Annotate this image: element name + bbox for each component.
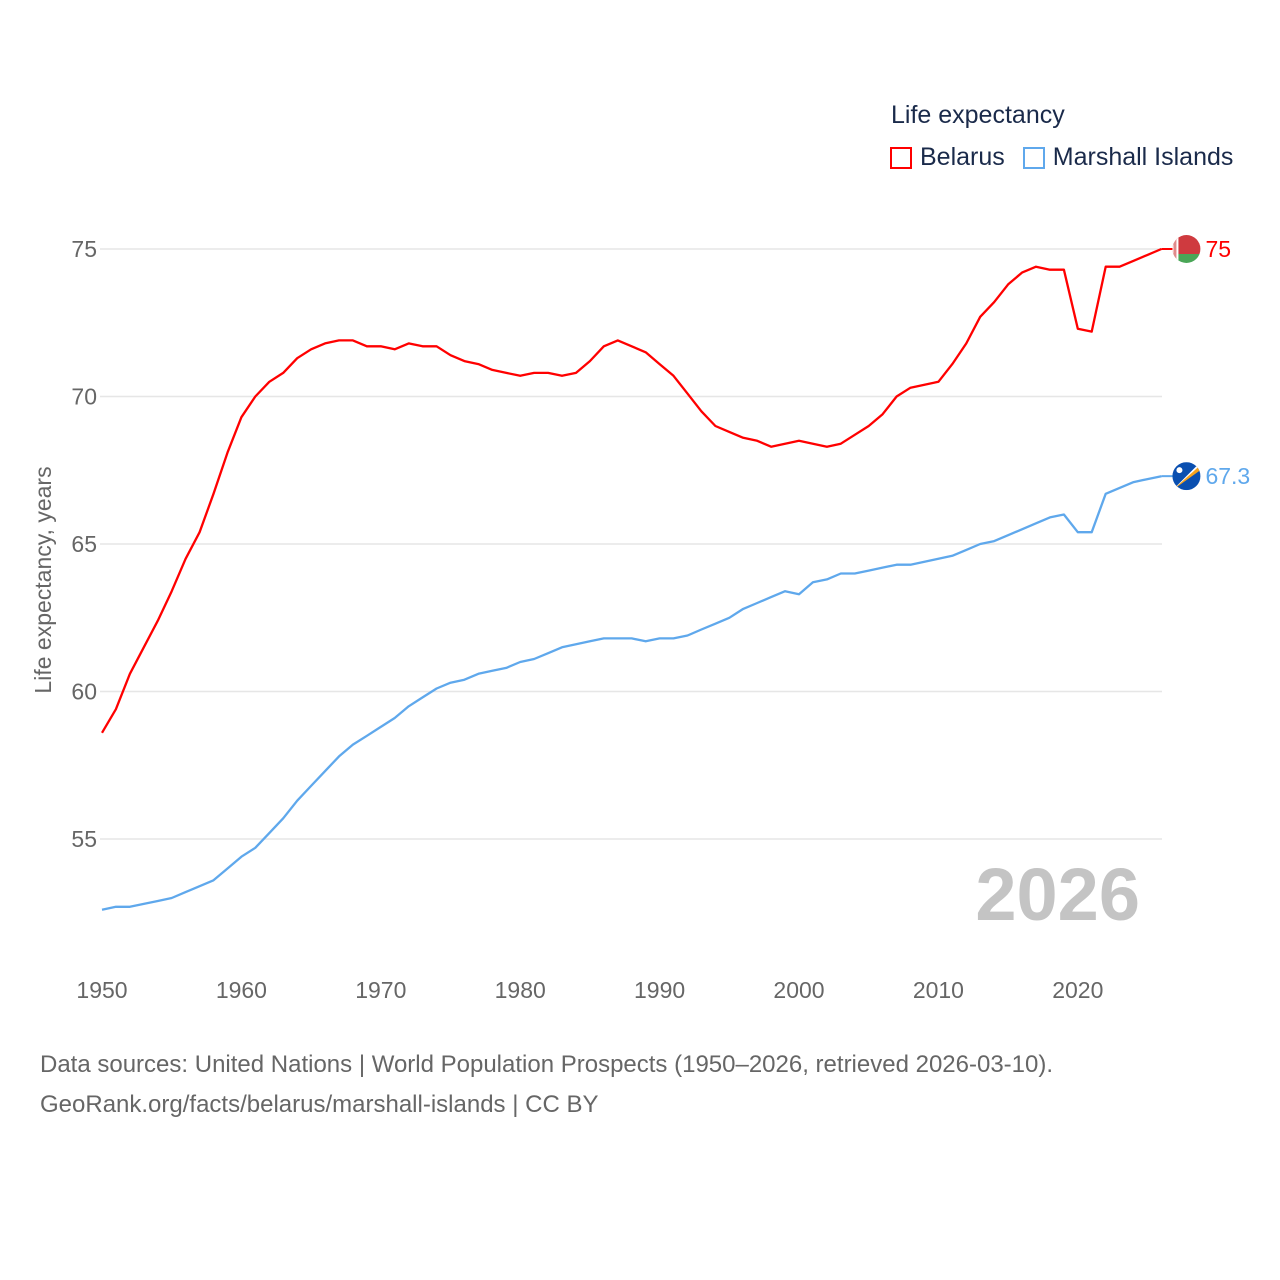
legend-item-marshall-islands[interactable]: Marshall Islands [1022,143,1234,172]
legend-swatch-marshall-islands [1022,146,1045,169]
belarus-flag-icon [1172,235,1201,263]
x-tick-label: 1990 [634,977,685,1003]
x-tick-label: 2000 [773,977,824,1003]
year-label: 2026 [975,853,1140,936]
marshall-islands-flag-icon [1172,462,1201,491]
x-tick-label: 2010 [913,977,964,1003]
series-line-marshall-islands [101,475,1162,911]
y-axis-label: Life expectancy, years [30,466,56,693]
x-tick-label: 2020 [1052,977,1103,1003]
legend-title: Life expectancy [891,101,1065,129]
source-link[interactable]: GeoRank.org/facts/belarus/marshall-islan… [40,1091,599,1118]
end-value-label: 67.3 [1205,463,1250,489]
x-tick-label: 1970 [355,977,406,1003]
legend: Belarus Marshall Islands [890,143,1251,172]
end-value-label: 75 [1205,236,1231,262]
legend-item-belarus[interactable]: Belarus [890,143,1005,172]
y-tick-label: 65 [71,531,97,557]
legend-swatch-belarus [890,146,912,169]
y-tick-label: 55 [71,826,97,852]
legend-label: Marshall Islands [1052,143,1234,171]
x-tick-label: 1980 [495,977,546,1003]
y-tick-label: 70 [71,384,97,410]
x-tick-label: 1950 [76,977,127,1003]
series-line-belarus [101,247,1162,734]
y-tick-label: 75 [71,236,97,262]
y-tick-label: 60 [71,679,97,705]
source-note: Data sources: United Nations | World Pop… [40,1045,1053,1125]
x-tick-label: 1960 [216,977,267,1003]
legend-label: Belarus [920,143,1005,171]
source-line-1: Data sources: United Nations | World Pop… [40,1051,1054,1078]
